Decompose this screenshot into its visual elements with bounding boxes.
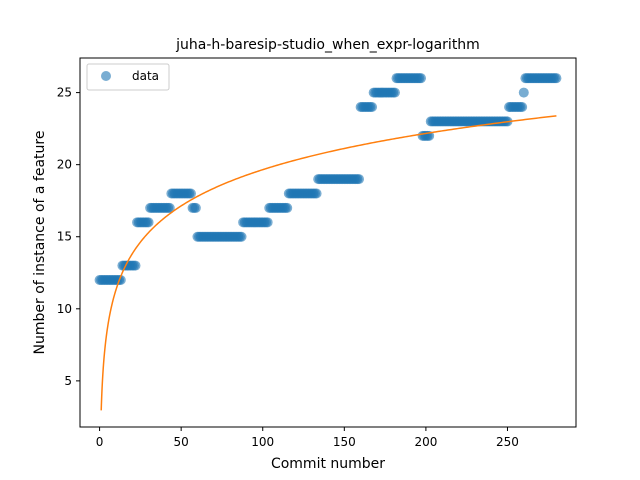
data-point: [190, 202, 201, 213]
chart-title: juha-h-baresip-studio_when_expr-logarith…: [175, 37, 480, 53]
legend-label-data: data: [132, 69, 159, 83]
fit-line: [100, 115, 557, 411]
x-tick-label: 50: [174, 435, 189, 449]
plot-area-frame: [79, 57, 577, 428]
y-tick-label: 5: [64, 374, 72, 388]
y-tick-label: 25: [57, 86, 72, 100]
data-point: [143, 217, 154, 228]
data-point: [517, 102, 528, 113]
y-tick-label: 15: [57, 230, 72, 244]
x-axis-label: Commit number: [271, 456, 385, 472]
data-point: [311, 188, 322, 199]
data-point: [551, 73, 562, 84]
legend: data: [86, 63, 170, 91]
y-tick-label: 10: [57, 302, 72, 316]
y-axis: 5 10 15 20 25: [57, 86, 80, 388]
data-point: [236, 231, 247, 242]
x-tick-label: 0: [96, 435, 104, 449]
fit-curve: [100, 115, 557, 411]
x-axis: 0 50 100 150 200 250: [96, 427, 519, 449]
legend-box: [86, 63, 170, 91]
data-point: [518, 87, 529, 98]
legend-marker-data: [101, 71, 111, 81]
data-points: [94, 73, 562, 285]
data-point: [389, 87, 400, 98]
data-point: [130, 260, 141, 271]
data-point: [354, 174, 364, 185]
x-tick-label: 250: [496, 435, 519, 449]
data-point: [282, 202, 293, 213]
y-tick-label: 20: [57, 158, 72, 172]
data-point: [164, 202, 175, 213]
data-point: [416, 73, 426, 84]
x-tick-label: 200: [414, 435, 437, 449]
x-tick-label: 150: [333, 435, 356, 449]
data-point: [262, 217, 273, 228]
x-tick-label: 100: [251, 435, 274, 449]
data-point: [185, 188, 196, 199]
data-point: [367, 102, 378, 113]
y-axis-label: Number of instance of a feature: [32, 131, 48, 355]
